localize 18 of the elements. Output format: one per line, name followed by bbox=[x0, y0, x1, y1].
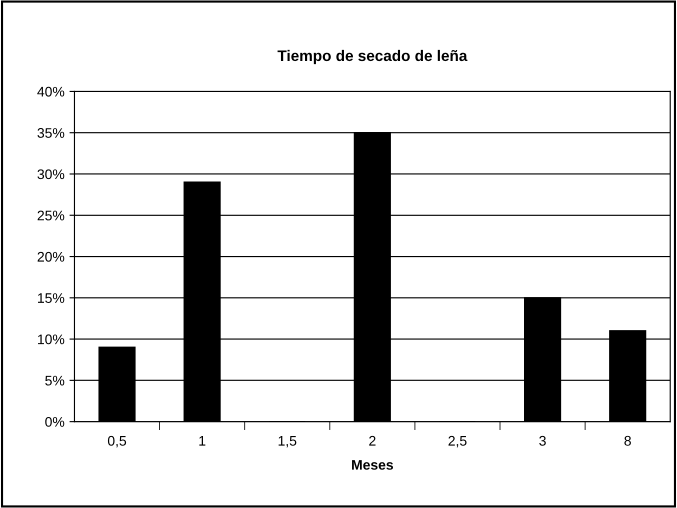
chart-title: Tiempo de secado de leña bbox=[278, 50, 468, 64]
y-tick-label: 35% bbox=[37, 128, 64, 138]
y-tick-label: 15% bbox=[38, 293, 64, 303]
y-tick-label: 0% bbox=[45, 416, 64, 427]
x-tick-label: 1,5 bbox=[278, 436, 296, 448]
x-tick-label: 0,5 bbox=[108, 436, 126, 448]
y-tick-label: 30% bbox=[37, 169, 64, 180]
y-tick-label: 20% bbox=[38, 252, 64, 262]
x-tick-label: 2,5 bbox=[448, 436, 467, 448]
x-axis-title: Meses bbox=[352, 460, 394, 470]
y-tick-label: 25% bbox=[38, 210, 64, 220]
x-tick-label: 1 bbox=[199, 436, 206, 446]
x-tick-label: 8 bbox=[624, 436, 631, 446]
y-tick-label: 5% bbox=[45, 376, 64, 386]
y-tick-label: 10% bbox=[38, 334, 64, 344]
y-tick-label: 40% bbox=[37, 86, 64, 97]
x-tick-label: 3 bbox=[539, 436, 546, 446]
x-tick-label: 2 bbox=[369, 436, 376, 446]
